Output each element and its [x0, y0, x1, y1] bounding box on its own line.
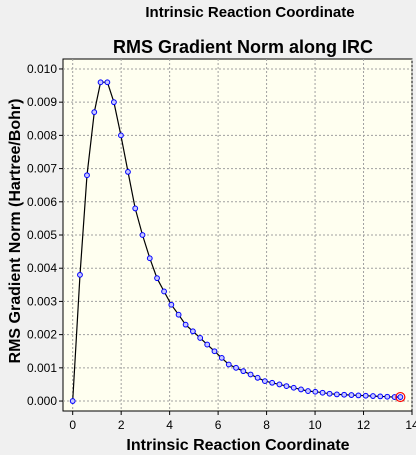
data-point: [397, 394, 404, 400]
x-tick-label: 12: [357, 418, 371, 432]
data-point: [276, 381, 283, 388]
data-point: [333, 391, 340, 398]
y-tick-label: 0.008: [27, 128, 57, 142]
x-tick-label: 8: [263, 418, 270, 432]
x-tick-label: 10: [308, 418, 322, 432]
data-point: [218, 354, 225, 361]
data-point: [384, 393, 391, 400]
data-point: [84, 172, 90, 179]
data-point: [132, 205, 139, 212]
y-tick-label: 0.000: [27, 394, 57, 408]
data-point: [69, 398, 76, 404]
data-point: [175, 311, 182, 318]
data-point: [254, 374, 261, 381]
y-tick-label: 0.002: [27, 328, 57, 342]
data-point: [204, 341, 211, 348]
data-point: [182, 321, 189, 328]
x-tick-label: 14: [405, 418, 416, 432]
data-point: [125, 169, 131, 175]
data-point: [104, 79, 111, 86]
data-point: [269, 379, 276, 386]
data-point: [247, 371, 254, 378]
data-point: [261, 378, 268, 385]
y-tick-label: 0.010: [27, 62, 57, 76]
data-point: [168, 301, 175, 308]
data-point: [77, 271, 83, 278]
x-tick-label: 4: [166, 418, 173, 432]
chart-title: RMS Gradient Norm along IRC: [113, 37, 373, 57]
data-point: [118, 132, 124, 139]
current-point-marker: [395, 391, 406, 403]
data-point: [290, 384, 297, 391]
x-tick-label: 0: [69, 418, 76, 432]
data-point: [154, 275, 160, 282]
data-point: [348, 392, 355, 398]
data-point: [370, 393, 376, 399]
data-point: [355, 392, 362, 399]
data-point: [190, 328, 196, 335]
y-tick-label: 0.007: [27, 162, 57, 176]
data-point: [197, 335, 204, 341]
data-point: [362, 392, 369, 399]
data-point: [97, 79, 104, 86]
x-tick-label: 6: [215, 418, 222, 432]
y-tick-label: 0.009: [27, 95, 57, 109]
grid-lines: [63, 59, 413, 411]
data-point: [233, 364, 239, 371]
data-point: [161, 288, 167, 295]
data-point: [139, 232, 146, 238]
y-tick-label: 0.001: [27, 361, 57, 375]
data-point: [240, 368, 247, 375]
data-point: [91, 109, 98, 116]
data-point: [298, 386, 304, 393]
data-point: [146, 255, 153, 262]
y-tick-label: 0.006: [27, 195, 57, 209]
series-markers: [69, 79, 406, 404]
data-point: [225, 361, 232, 368]
data-point: [211, 348, 218, 355]
x-tick-label: 2: [118, 418, 125, 432]
data-point: [377, 393, 384, 400]
x-axis-label: Intrinsic Reaction Coordinate: [126, 437, 349, 454]
data-point: [305, 388, 311, 394]
data-point: [312, 388, 319, 395]
y-axis-ticks: 0.000 0.001 0.002 0.003 0.004 0.005 0.006 0.007…: [27, 62, 63, 408]
y-tick-label: 0.004: [27, 261, 57, 275]
data-point: [110, 99, 117, 106]
data-point: [283, 383, 290, 389]
data-point: [326, 390, 333, 397]
x-axis-ticks: 0 2 4 6 8 10 12 14: [69, 411, 416, 432]
y-axis-label: RMS Gradient Norm (Hartree/Bohr): [7, 99, 24, 364]
data-point: [319, 389, 326, 396]
window-title: Intrinsic Reaction Coordinate: [145, 4, 355, 21]
y-tick-label: 0.005: [27, 228, 57, 242]
data-point: [341, 391, 348, 398]
y-tick-label: 0.003: [27, 294, 57, 308]
